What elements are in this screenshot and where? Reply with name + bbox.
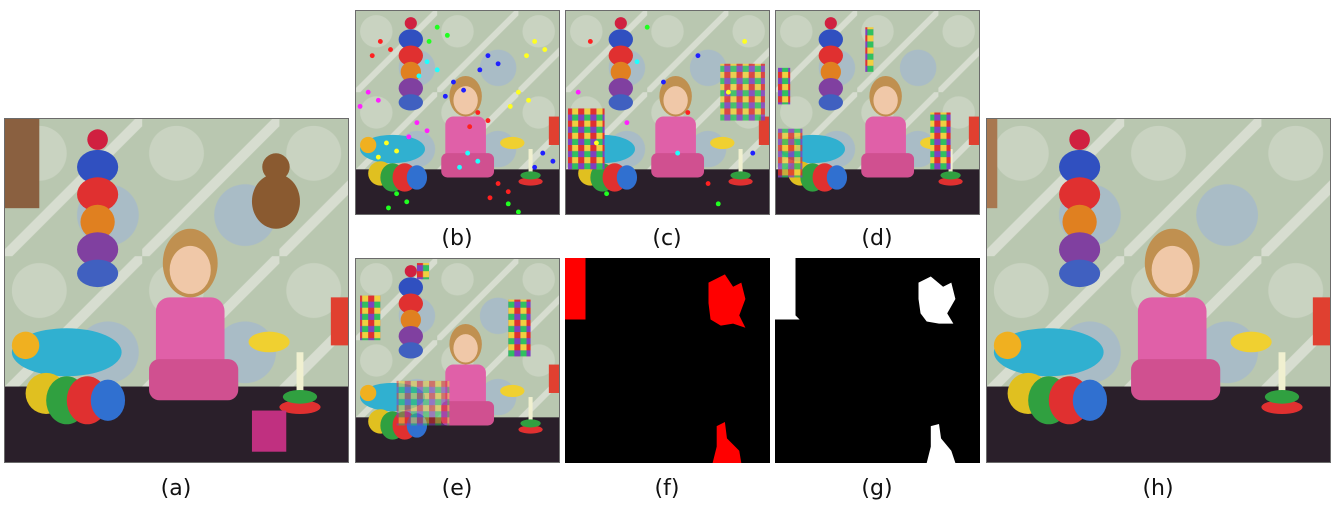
panel-a-original-image bbox=[4, 118, 349, 463]
caption-e: (e) bbox=[441, 476, 473, 501]
panel-d-noisy-image bbox=[775, 10, 980, 215]
mask-region bbox=[712, 422, 742, 463]
mask-region bbox=[708, 274, 746, 328]
caption-g: (g) bbox=[861, 476, 893, 501]
panel-f-red-mask bbox=[565, 258, 770, 463]
panel-g-binary-mask bbox=[775, 258, 980, 463]
mask-region bbox=[775, 258, 800, 320]
caption-b: (b) bbox=[441, 226, 473, 251]
mask-region bbox=[918, 276, 956, 324]
panel-c-noisy-image bbox=[565, 10, 770, 215]
mask-region bbox=[926, 424, 956, 463]
caption-d: (d) bbox=[861, 226, 893, 251]
caption-c: (c) bbox=[652, 226, 682, 251]
panel-e-noisy-image bbox=[355, 258, 560, 463]
caption-h: (h) bbox=[1142, 476, 1174, 501]
mask-region bbox=[565, 258, 586, 320]
caption-a: (a) bbox=[160, 476, 192, 501]
teddy-bear bbox=[251, 173, 300, 229]
panel-b-noisy-image bbox=[355, 10, 560, 215]
panel-h-restored-image bbox=[986, 118, 1331, 463]
caption-f: (f) bbox=[654, 476, 680, 501]
